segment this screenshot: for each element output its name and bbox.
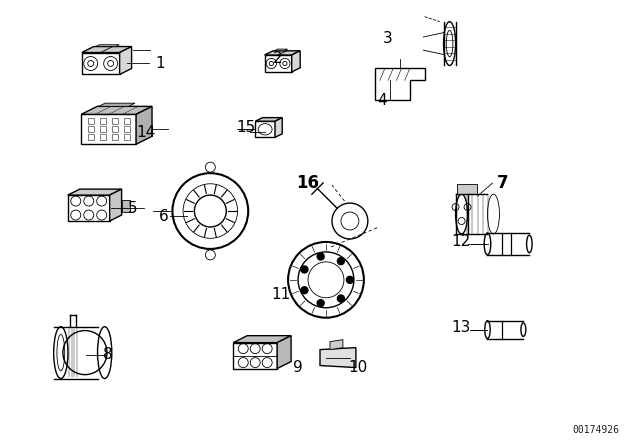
Polygon shape — [277, 336, 291, 369]
Text: 00174926: 00174926 — [572, 425, 619, 435]
Polygon shape — [109, 189, 122, 221]
Circle shape — [337, 258, 344, 265]
Text: 3: 3 — [383, 31, 393, 46]
Bar — [111, 126, 118, 132]
Bar — [111, 118, 118, 124]
Text: 9: 9 — [293, 360, 303, 375]
Polygon shape — [275, 118, 282, 138]
Text: 15: 15 — [237, 120, 256, 135]
Polygon shape — [264, 51, 300, 55]
Bar — [100, 118, 106, 124]
Bar — [111, 134, 118, 140]
Polygon shape — [456, 184, 477, 194]
Bar — [88, 134, 93, 140]
Circle shape — [301, 287, 308, 294]
Polygon shape — [320, 348, 356, 367]
Polygon shape — [330, 340, 343, 349]
Text: 11: 11 — [271, 287, 291, 302]
Text: 5: 5 — [128, 201, 138, 215]
Text: 4: 4 — [377, 93, 387, 108]
Text: 12: 12 — [451, 234, 470, 250]
Polygon shape — [120, 47, 132, 74]
Bar — [124, 126, 129, 132]
Bar — [100, 126, 106, 132]
Bar — [124, 118, 129, 124]
Polygon shape — [233, 336, 291, 343]
Text: 2: 2 — [273, 51, 283, 66]
Polygon shape — [81, 106, 152, 114]
Text: 6: 6 — [159, 208, 168, 224]
Polygon shape — [122, 200, 129, 212]
Text: 16: 16 — [296, 174, 319, 192]
Bar — [88, 126, 93, 132]
Text: 10: 10 — [348, 360, 367, 375]
Polygon shape — [255, 118, 282, 121]
Text: 13: 13 — [451, 320, 470, 335]
Text: 14: 14 — [136, 125, 155, 140]
Circle shape — [317, 300, 324, 306]
Bar — [124, 134, 129, 140]
Polygon shape — [68, 189, 122, 195]
Bar — [100, 134, 106, 140]
Circle shape — [337, 295, 344, 302]
Text: 8: 8 — [103, 347, 113, 362]
Bar — [88, 118, 93, 124]
Circle shape — [346, 276, 353, 283]
Circle shape — [317, 253, 324, 260]
Polygon shape — [96, 45, 119, 47]
Circle shape — [301, 266, 308, 273]
Polygon shape — [136, 106, 152, 144]
Polygon shape — [292, 51, 300, 72]
Polygon shape — [99, 103, 135, 106]
Polygon shape — [275, 49, 287, 51]
Text: 1: 1 — [156, 56, 165, 71]
Polygon shape — [82, 47, 132, 52]
Text: 7: 7 — [497, 174, 508, 192]
